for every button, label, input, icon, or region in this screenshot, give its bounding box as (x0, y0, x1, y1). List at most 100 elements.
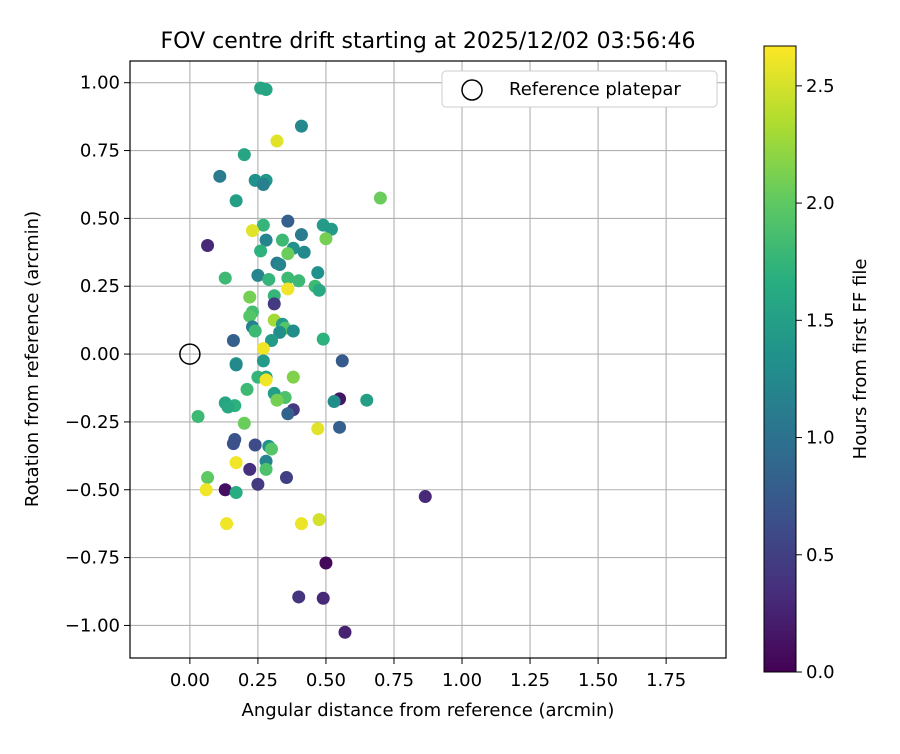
y-tick-label: −1.00 (65, 615, 120, 636)
data-point (311, 422, 325, 436)
legend-label: Reference platepar (509, 79, 681, 100)
data-point (262, 272, 276, 286)
data-point (281, 282, 295, 296)
data-point (213, 169, 227, 183)
data-point (201, 239, 215, 253)
legend: Reference platepar (441, 70, 718, 108)
data-point (254, 244, 268, 258)
data-point (333, 420, 347, 434)
data-point (248, 438, 262, 452)
y-tick-label: −0.50 (65, 480, 120, 501)
x-tick-label: 1.00 (442, 670, 482, 691)
x-tick-label: 0.25 (238, 670, 278, 691)
data-point (256, 177, 270, 191)
data-point (286, 324, 300, 338)
data-point (294, 119, 308, 133)
x-tick-label: 0.75 (374, 670, 414, 691)
data-point (240, 382, 254, 396)
reference-point (179, 343, 201, 365)
colorbar-gradient (763, 45, 797, 673)
data-point (335, 354, 349, 368)
legend-marker (461, 79, 483, 101)
data-point (218, 483, 232, 497)
data-point (248, 324, 262, 338)
data-point (281, 247, 295, 261)
data-point (256, 354, 270, 368)
plot-frame (129, 60, 727, 659)
data-point (259, 82, 273, 96)
data-point (270, 393, 284, 407)
x-axis-ticks: 0.00 0.25 0.50 0.75 1.00 1.25 1.50 1.75 (170, 658, 686, 691)
data-point (221, 400, 235, 414)
data-point (267, 297, 281, 311)
data-point (324, 222, 338, 236)
data-point (229, 456, 243, 470)
colorbar-tick-label: 2.0 (806, 193, 835, 214)
data-point (229, 358, 243, 372)
y-tick-label: 0.50 (80, 208, 120, 229)
colorbar-tick-label: 0.5 (806, 545, 835, 566)
x-tick-label: 0.50 (306, 670, 346, 691)
colorbar-ticks: 0.0 0.5 1.0 1.5 2.0 2.5 (796, 76, 835, 683)
data-point (327, 395, 341, 409)
data-point (297, 245, 311, 259)
data-point (294, 517, 308, 531)
colorbar-tick-label: 1.0 (806, 428, 835, 449)
y-tick-label: −0.75 (65, 548, 120, 569)
data-point (281, 271, 295, 285)
colorbar-tick-label: 0.0 (806, 662, 835, 683)
x-axis-label: Angular distance from reference (arcmin) (242, 700, 615, 721)
y-tick-label: 0.75 (80, 141, 120, 162)
colorbar-tick-label: 2.5 (806, 76, 835, 97)
data-point (275, 233, 289, 247)
data-point (279, 471, 293, 485)
x-tick-label: 1.25 (510, 670, 550, 691)
y-tick-label: −0.25 (65, 412, 120, 433)
data-point (256, 342, 270, 356)
y-tick-label: 0.00 (80, 344, 120, 365)
data-point (243, 309, 257, 323)
data-point (218, 271, 232, 285)
data-point (201, 471, 215, 485)
data-point (281, 407, 295, 421)
data-point (191, 409, 205, 423)
legend-box (441, 70, 718, 108)
data-point (273, 258, 287, 272)
grid-lines (130, 61, 726, 658)
data-point (292, 274, 306, 288)
data-point (286, 370, 300, 384)
data-point (294, 228, 308, 242)
data-point (338, 625, 352, 639)
y-tick-label: 1.00 (80, 73, 120, 94)
x-tick-label: 0.00 (170, 670, 210, 691)
data-point (237, 416, 251, 430)
data-point (319, 232, 333, 246)
data-point (319, 556, 333, 570)
x-tick-label: 1.75 (646, 670, 686, 691)
x-tick-label: 1.50 (578, 670, 618, 691)
data-point (259, 233, 273, 247)
data-point (292, 590, 306, 604)
data-point (259, 373, 273, 387)
data-point (281, 214, 295, 228)
data-point (226, 334, 240, 348)
data-point (270, 134, 284, 148)
data-point (229, 485, 243, 499)
data-point (220, 517, 234, 531)
data-point (199, 483, 213, 497)
y-axis-label: Rotation from reference (arcmin) (22, 211, 43, 507)
data-point (311, 266, 325, 280)
colorbar: 0.0 0.5 1.0 1.5 2.0 2.5 Hours from first FF f… (763, 45, 871, 683)
data-point (265, 334, 279, 348)
data-point (243, 462, 257, 476)
data-point (229, 194, 243, 208)
chart-title: FOV centre drift starting at 2025/12/02 … (161, 29, 696, 54)
reference-marker (179, 343, 201, 365)
data-point (226, 437, 240, 451)
y-tick-label: 0.25 (80, 276, 120, 297)
data-point (256, 218, 270, 232)
colorbar-label: Hours from first FF file (850, 259, 871, 460)
data-point (418, 490, 432, 504)
y-axis-ticks: −1.00 −0.75 −0.50 −0.25 0.00 0.25 0.50 0.75 1.00 (65, 73, 130, 636)
